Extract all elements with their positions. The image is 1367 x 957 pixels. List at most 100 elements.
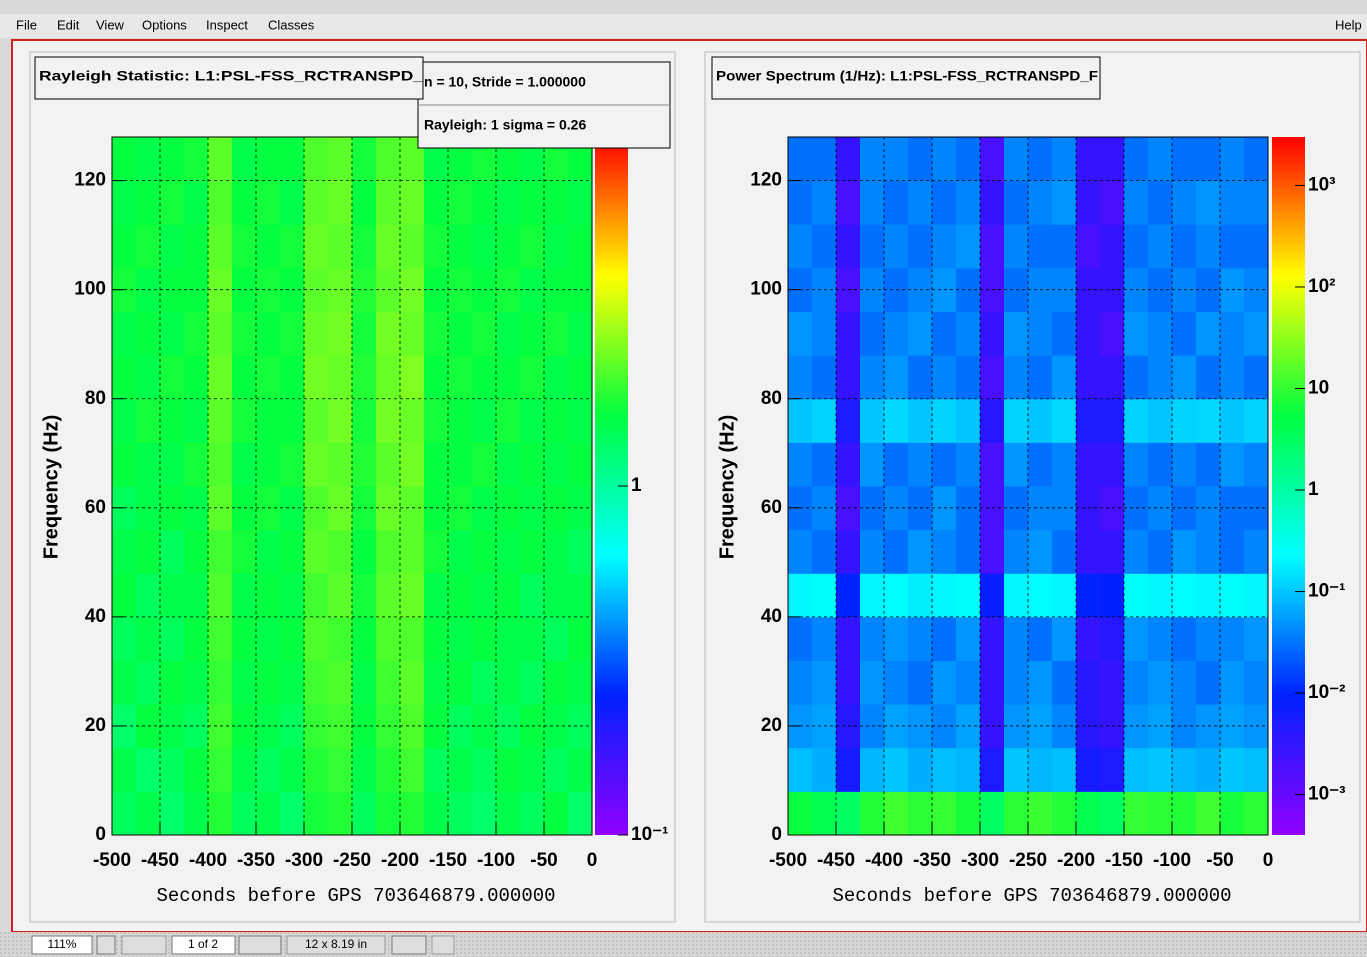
heatmap-cell [1244,616,1269,661]
menu-item[interactable]: File [16,17,37,32]
heatmap-cell [836,180,861,225]
heatmap-cell [496,573,521,618]
x-tick-label: -250 [1009,850,1047,871]
heatmap-cell [568,573,593,618]
heatmap-cell [1148,224,1173,269]
heatmap-cell [788,791,813,836]
heatmap-cell [304,180,329,225]
heatmap-cell [884,180,909,225]
plot-frame [111,136,593,836]
heatmap-cell [1244,224,1269,269]
y-tick-label: 80 [761,388,782,409]
heatmap-cell [520,442,545,487]
heatmap-cell [1220,311,1245,356]
heatmap-cell [860,180,885,225]
heatmap-cell [860,355,885,400]
heatmap-cell [1196,529,1221,574]
heatmap-cell [884,573,909,618]
heatmap-cell [160,137,185,182]
heatmap-cell [184,311,209,356]
heatmap-cell [352,747,377,792]
heatmap-cell [1148,355,1173,400]
heatmap-cell [376,791,401,836]
heatmap-cell [860,311,885,356]
menu-item[interactable]: Options [142,17,187,32]
page-field[interactable] [171,935,236,955]
heatmap-cell [884,398,909,443]
heatmap-cell [884,442,909,487]
heatmap-cell [860,616,885,661]
heatmap-cell [448,791,473,836]
y-tick-label: 20 [761,715,782,736]
heatmap-cell [980,180,1005,225]
heatmap-cell [352,355,377,400]
heatmap-cell [232,529,257,574]
heatmap-cell [1028,573,1053,618]
heatmap-cell [496,180,521,225]
heatmap-cell [1004,137,1029,182]
heatmap-cell [112,616,137,661]
menu-item[interactable]: Edit [57,17,80,32]
heatmap-cell [208,747,233,792]
heatmap-cell [424,442,449,487]
menu-item[interactable]: Inspect [206,17,248,32]
colorbar-tick-label: 1 [631,475,642,496]
colorbar-tick-label: 10² [1308,276,1335,297]
heatmap-cell [136,616,161,661]
heatmap-cell [884,616,909,661]
scroll-button[interactable] [431,935,455,955]
x-axis-title: Seconds before GPS 703646879.000000 [156,885,555,907]
heatmap-cell [1052,442,1077,487]
layout-button[interactable] [391,935,427,955]
colorbar-tick-label: 10 [1308,378,1329,399]
heatmap-cell [836,616,861,661]
heatmap-cell [1220,616,1245,661]
heatmap-cell [1076,398,1101,443]
heatmap-cell [812,747,837,792]
heatmap-cell [376,137,401,182]
heatmap-cell [812,398,837,443]
heatmap-cell [568,747,593,792]
heatmap-cell [544,180,569,225]
heatmap-cell [932,224,957,269]
heatmap-cell [860,791,885,836]
heatmap-cell [184,137,209,182]
heatmap-cell [376,180,401,225]
heatmap-cell [256,791,281,836]
heatmap-cell [496,529,521,574]
zoom-field[interactable] [31,935,93,955]
heatmap-cell [328,573,353,618]
heatmap-cell [788,616,813,661]
heatmap-cell [208,791,233,836]
heatmap-cell [812,660,837,705]
heatmap-cell [352,224,377,269]
menu-item[interactable]: View [96,17,125,32]
heatmap-cell [908,311,933,356]
heatmap-cell [1220,660,1245,705]
heatmap-cell [448,355,473,400]
heatmap-cell [136,311,161,356]
heatmap-cell [1028,137,1053,182]
heatmap-cell [1148,180,1173,225]
menu-item[interactable]: Classes [268,17,315,32]
heatmap-cell [1100,355,1125,400]
heatmap-cell [328,529,353,574]
heatmap-cell [956,660,981,705]
heatmap-cell [208,137,233,182]
menu-item[interactable]: Help [1335,17,1362,32]
heatmap-cell [1052,616,1077,661]
heatmap-cell [1124,791,1149,836]
heatmap-cell [448,311,473,356]
heatmap-cell [256,355,281,400]
stats-line: Rayleigh: 1 sigma = 0.26 [424,117,586,133]
next-last-buttons[interactable] [238,935,282,955]
heatmap-cell [1124,137,1149,182]
heatmap-cell [1004,224,1029,269]
first-prev-buttons[interactable] [121,935,167,955]
heatmap-cell [1004,616,1029,661]
zoom-dropdown[interactable] [96,935,116,955]
heatmap-cell [1196,398,1221,443]
x-tick-label: -200 [1057,850,1095,871]
heatmap-cell [544,791,569,836]
heatmap-cell [1172,355,1197,400]
